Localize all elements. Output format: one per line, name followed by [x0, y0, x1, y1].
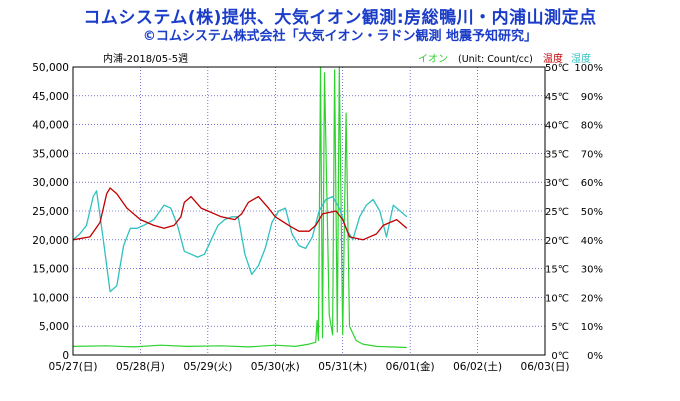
chart-subtitle: ©コムシステム株式会社「大気イオン・ラドン観測 地震予知研究」: [142, 29, 538, 44]
y-right-hum-label: 90%: [581, 92, 603, 103]
y-right-hum-label: 40%: [581, 236, 603, 247]
y-tick-label: 45,000: [32, 91, 69, 103]
series-ion-line: [72, 66, 407, 349]
unit-label: (Unit: Count/cc): [458, 54, 533, 65]
x-tick-label: 05/29(火): [183, 361, 232, 373]
y-right-temp-label: 45℃: [545, 92, 569, 103]
y-right-hum-label: 80%: [581, 121, 603, 132]
plot-frame: [72, 66, 546, 356]
y-right-hum-label: 100%: [574, 63, 603, 74]
y-right-hum-label: 10%: [581, 322, 603, 333]
y-right-temp-label: 10℃: [545, 293, 569, 304]
y-tick-label: 50,000: [32, 62, 69, 74]
y-tick-label: 25,000: [32, 206, 69, 218]
x-tick-label: 06/02(土): [453, 360, 502, 373]
y-right-temp-label: 5℃: [551, 322, 569, 333]
y-right-temp-label: 0℃: [551, 351, 569, 362]
legend-temperature: 温度: [543, 52, 563, 65]
y-tick-label: 20,000: [32, 235, 69, 247]
y-right-temp-label: 20℃: [545, 236, 569, 247]
y-right-hum-label: 30%: [581, 265, 603, 276]
legend-ion: イオン: [418, 53, 448, 65]
y-tick-label: 10,000: [32, 292, 69, 304]
y-right-hum-label: 0%: [587, 351, 603, 362]
y-right-temp-label: 15℃: [545, 265, 569, 276]
y-tick-label: 35,000: [32, 148, 69, 160]
x-tick-label: 06/03(日): [521, 361, 570, 373]
x-tick-label: 05/30(水): [251, 361, 300, 373]
y-right-temp-label: 25℃: [545, 207, 569, 218]
grid-lines: [73, 67, 545, 355]
y-right-hum-label: 70%: [581, 149, 603, 160]
y-right-temp-label: 40℃: [545, 121, 569, 132]
x-tick-label: 06/01(金): [386, 360, 435, 373]
y-right-temp-label: 30℃: [545, 178, 569, 189]
chart-title: コムシステム(株)提供、大気イオン観測:房総鴨川・内浦山測定点: [83, 8, 597, 28]
series-humidity-line: [72, 190, 408, 293]
series-temperature-line: [72, 187, 408, 241]
y-tick-label: 5,000: [39, 321, 69, 333]
series-lines: [72, 66, 408, 349]
axis-labels: 0 0℃ 0% 5,000 5℃ 10% 10,000 10℃ 20% 15,000 15℃ 30% 2…: [32, 62, 603, 373]
legend-humidity: 湿度: [571, 52, 591, 65]
y-tick-label: 30,000: [32, 177, 69, 189]
x-tick-label: 05/31(木): [318, 361, 367, 373]
y-tick-label: 40,000: [32, 120, 69, 132]
y-right-hum-label: 60%: [581, 178, 603, 189]
y-right-temp-label: 50℃: [545, 63, 569, 74]
period-label: 内浦-2018/05-5週: [103, 52, 188, 65]
x-tick-label: 05/27(日): [49, 361, 98, 373]
x-tick-label: 05/28(月): [116, 361, 165, 373]
y-right-hum-label: 20%: [581, 293, 603, 304]
y-tick-label: 15,000: [32, 264, 69, 276]
y-right-temp-label: 35℃: [545, 149, 569, 160]
y-right-hum-label: 50%: [581, 207, 603, 218]
y-tick-label: 0: [62, 350, 69, 362]
